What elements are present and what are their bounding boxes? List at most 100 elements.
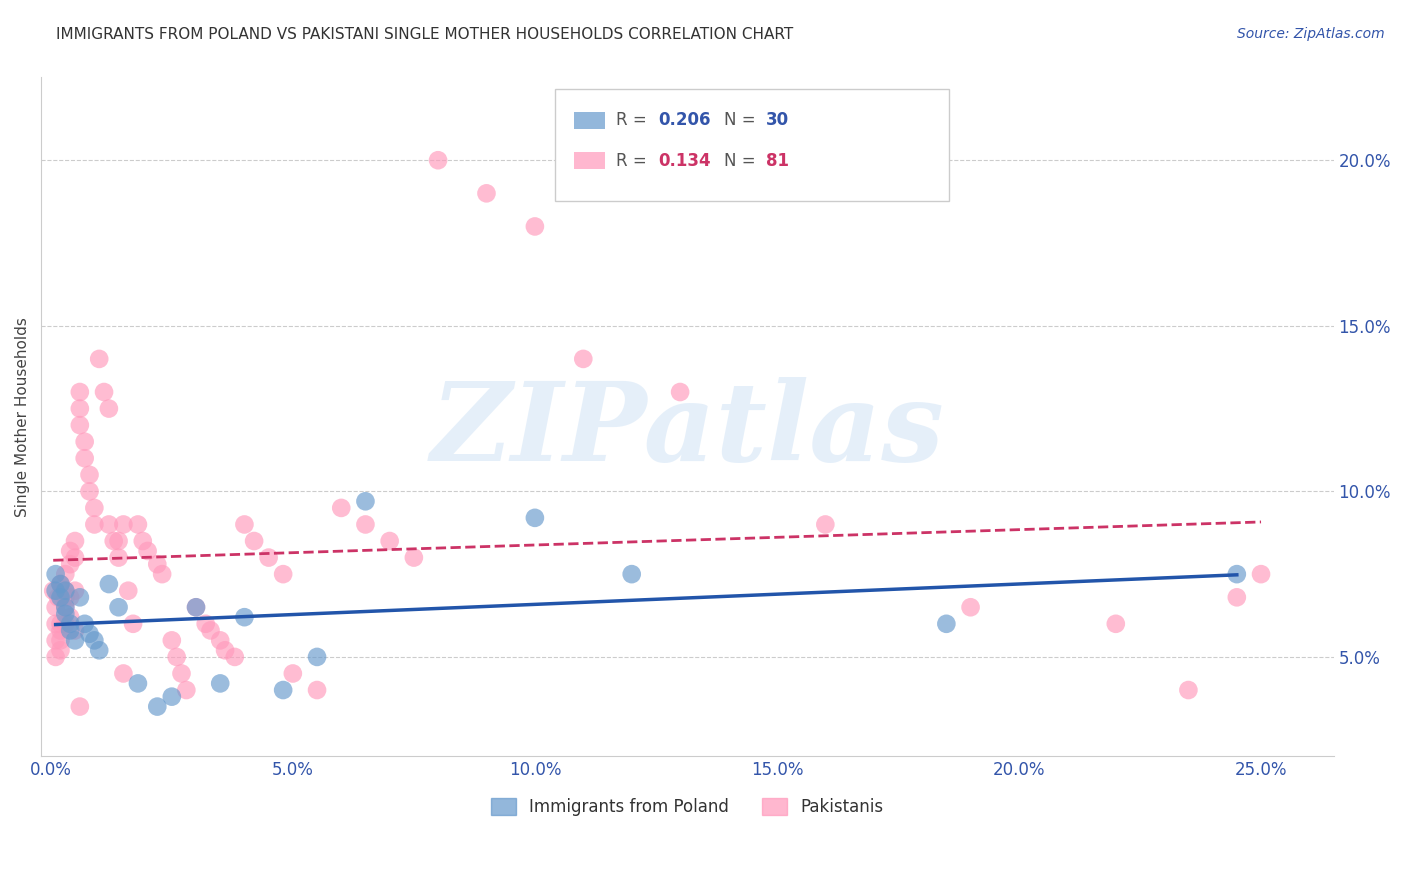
Point [1177, 683, 1199, 698]
Point [79, 484, 101, 499]
Text: 81: 81 [766, 152, 789, 169]
Point [194, 616, 217, 631]
Point [354, 517, 377, 532]
Point [935, 616, 957, 631]
Point [59, 624, 82, 638]
Point [89, 643, 111, 657]
Point [146, 699, 169, 714]
Point [69, 401, 91, 416]
Point [97, 577, 120, 591]
Point [49, 643, 72, 657]
Point [53, 616, 76, 631]
Point [620, 567, 643, 582]
Text: N =: N = [724, 152, 761, 169]
Point [53, 600, 76, 615]
Point [132, 534, 155, 549]
Point [53, 583, 76, 598]
Point [209, 676, 232, 690]
Point [354, 494, 377, 508]
Point [214, 643, 236, 657]
Point [53, 591, 76, 605]
Text: 0.206: 0.206 [658, 112, 710, 129]
Point [1226, 567, 1249, 582]
Point [475, 186, 498, 201]
Point [93, 384, 115, 399]
Point [63, 534, 86, 549]
Point [42, 583, 65, 598]
Point [83, 500, 105, 515]
Point [160, 690, 183, 704]
Point [305, 649, 328, 664]
Point [122, 616, 145, 631]
Point [69, 591, 91, 605]
Point [63, 583, 86, 598]
Point [224, 649, 246, 664]
Point [73, 616, 96, 631]
Point [271, 567, 294, 582]
Text: Source: ZipAtlas.com: Source: ZipAtlas.com [1237, 27, 1385, 41]
Point [378, 534, 401, 549]
Point [572, 351, 595, 366]
Text: N =: N = [724, 112, 761, 129]
Point [257, 550, 280, 565]
Point [814, 517, 837, 532]
Point [49, 577, 72, 591]
Text: IMMIGRANTS FROM POLAND VS PAKISTANI SINGLE MOTHER HOUSEHOLDS CORRELATION CHART: IMMIGRANTS FROM POLAND VS PAKISTANI SING… [56, 27, 793, 42]
Text: 0.134: 0.134 [658, 152, 710, 169]
Point [45, 583, 67, 598]
Point [107, 534, 129, 549]
Point [59, 544, 82, 558]
Point [79, 626, 101, 640]
Point [200, 624, 222, 638]
Point [176, 683, 198, 698]
Point [233, 610, 256, 624]
Point [146, 558, 169, 572]
Point [73, 434, 96, 449]
Point [402, 550, 425, 565]
Point [1250, 567, 1272, 582]
Point [281, 666, 304, 681]
Point [107, 550, 129, 565]
Point [46, 591, 69, 605]
Point [49, 577, 72, 591]
Point [45, 600, 67, 615]
Point [1226, 591, 1249, 605]
Point [79, 467, 101, 482]
Point [97, 401, 120, 416]
Legend: Immigrants from Poland, Pakistanis: Immigrants from Poland, Pakistanis [484, 791, 890, 822]
Point [127, 676, 149, 690]
Text: R =: R = [616, 112, 652, 129]
Point [45, 649, 67, 664]
Point [73, 451, 96, 466]
Point [160, 633, 183, 648]
Point [59, 610, 82, 624]
Point [63, 624, 86, 638]
Point [523, 219, 546, 234]
Point [83, 517, 105, 532]
Point [959, 600, 981, 615]
Point [49, 624, 72, 638]
Point [53, 567, 76, 582]
Point [49, 591, 72, 605]
Point [170, 666, 193, 681]
Point [330, 500, 353, 515]
Point [184, 600, 207, 615]
Point [89, 351, 111, 366]
Point [305, 683, 328, 698]
Point [427, 153, 450, 168]
Point [243, 534, 266, 549]
Point [271, 683, 294, 698]
Point [117, 583, 139, 598]
Point [49, 633, 72, 648]
Point [127, 517, 149, 532]
Point [69, 699, 91, 714]
Text: ZIPatlas: ZIPatlas [430, 376, 945, 484]
Point [63, 633, 86, 648]
Point [112, 517, 135, 532]
Point [103, 534, 125, 549]
Point [523, 511, 546, 525]
Point [69, 384, 91, 399]
Point [1105, 616, 1128, 631]
Point [49, 616, 72, 631]
Y-axis label: Single Mother Households: Single Mother Households [15, 317, 30, 516]
